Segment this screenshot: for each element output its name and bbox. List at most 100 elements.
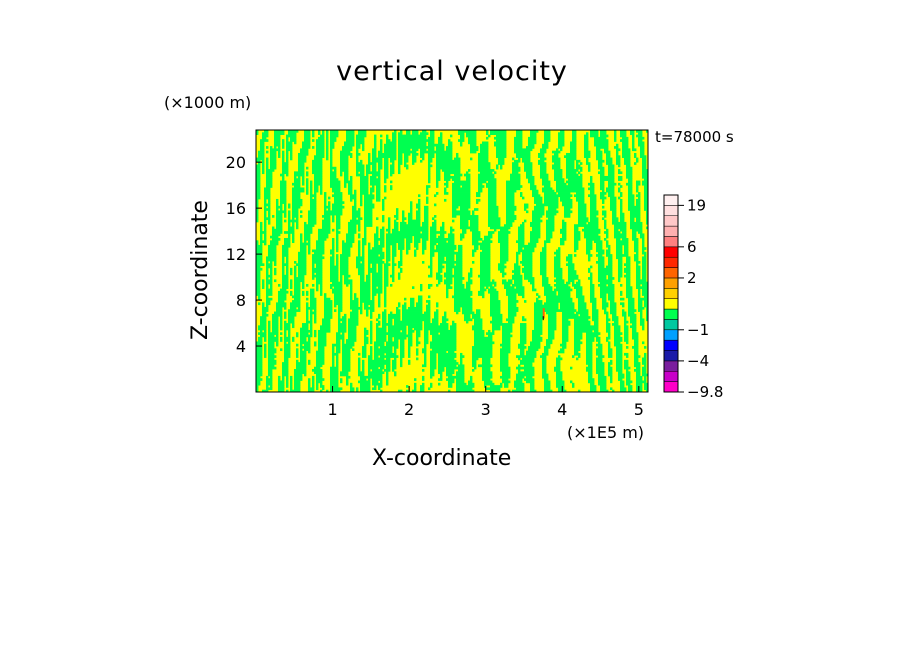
field-run [560, 306, 575, 310]
field-run [456, 380, 465, 384]
field-run [622, 231, 627, 234]
field-run [626, 173, 633, 177]
field-run [626, 283, 631, 287]
field-run [530, 134, 537, 138]
field-run [480, 254, 491, 257]
field-run [308, 251, 311, 255]
field-run [596, 359, 603, 363]
field-run [538, 162, 547, 165]
field-run [548, 323, 557, 326]
field-run [358, 362, 361, 365]
field-run [556, 362, 561, 365]
field-run [386, 256, 391, 260]
field-run [280, 185, 287, 188]
field-run [614, 134, 617, 138]
field-run [606, 240, 609, 244]
field-run [558, 192, 571, 195]
field-run [374, 238, 385, 241]
field-run [256, 215, 259, 218]
field-run [562, 336, 569, 340]
field-run [490, 226, 511, 230]
field-run [336, 336, 345, 340]
field-run [288, 311, 297, 315]
field-run [574, 286, 583, 289]
field-run [472, 369, 475, 372]
field-run [430, 272, 433, 276]
field-run [628, 385, 633, 388]
field-run [596, 371, 605, 375]
field-run [436, 152, 453, 156]
field-run [438, 263, 443, 266]
field-run [626, 281, 631, 285]
field-run [528, 346, 541, 349]
field-run [424, 311, 431, 315]
field-run [598, 263, 605, 266]
field-run [308, 350, 311, 354]
field-run [264, 205, 267, 209]
field-run [350, 313, 359, 317]
time-label: t=78000 s [655, 128, 734, 146]
field-run [348, 182, 353, 186]
field-run [576, 198, 585, 202]
field-run [288, 309, 301, 312]
field-run [406, 166, 409, 170]
field-run [568, 254, 573, 257]
field-run [386, 228, 391, 232]
field-run [300, 242, 311, 246]
field-run [488, 205, 499, 209]
field-run [448, 143, 453, 147]
field-run [420, 288, 423, 292]
field-run [348, 329, 357, 333]
field-run [414, 327, 423, 331]
field-run [332, 362, 335, 365]
field-run [602, 210, 607, 214]
field-run [266, 270, 269, 273]
field-run [364, 235, 367, 239]
field-run [394, 215, 399, 218]
field-run [556, 277, 563, 280]
field-run [382, 215, 385, 218]
field-run [414, 251, 417, 255]
field-run [256, 217, 259, 221]
field-run [488, 224, 501, 227]
field-run [298, 270, 307, 273]
field-run [466, 132, 477, 135]
field-run [578, 297, 585, 301]
field-run [268, 251, 277, 255]
field-run [336, 242, 339, 246]
field-run [384, 279, 389, 283]
field-run [384, 272, 389, 276]
field-run [534, 196, 543, 200]
field-run [308, 359, 311, 363]
field-run [314, 155, 325, 158]
field-run [392, 277, 395, 280]
field-run [448, 382, 453, 386]
field-run [300, 238, 303, 241]
field-run [574, 329, 593, 333]
field-run [522, 258, 533, 262]
field-run [290, 157, 293, 161]
field-run [364, 228, 367, 232]
field-run [586, 336, 595, 340]
field-run [506, 217, 517, 221]
field-run [554, 256, 561, 260]
field-run [286, 267, 289, 271]
field-run [328, 201, 331, 204]
field-run [602, 297, 607, 301]
field-run [442, 221, 445, 225]
field-run [544, 293, 557, 296]
field-run [380, 346, 393, 349]
field-run [474, 329, 485, 333]
field-run [388, 329, 401, 333]
field-run [548, 329, 555, 333]
field-run [418, 295, 423, 299]
field-run [282, 371, 289, 375]
field-run [314, 157, 323, 161]
field-run [598, 373, 605, 377]
field-run [438, 378, 443, 381]
field-run [416, 339, 419, 342]
field-run [312, 265, 315, 269]
field-run [556, 385, 565, 388]
field-run [500, 357, 509, 361]
field-run [340, 270, 349, 273]
